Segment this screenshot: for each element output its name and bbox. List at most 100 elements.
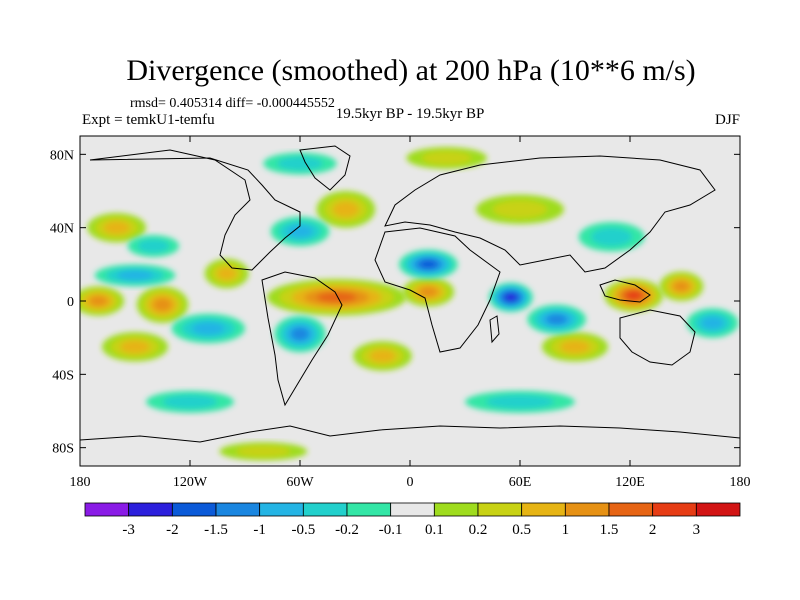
field-feature-south-america-neg xyxy=(274,315,326,353)
colorbar-level-label: -3 xyxy=(122,522,135,538)
field-feature-mexico-pos xyxy=(204,258,249,289)
divergence-field xyxy=(80,147,739,461)
field-feature-southern-pacific-neg xyxy=(146,390,234,413)
colorbar-swatch xyxy=(433,502,479,517)
colorbar-level-label: 1 xyxy=(562,522,570,538)
colorbar-level-label: 1.5 xyxy=(600,522,619,538)
colorbar-level-label: 2 xyxy=(649,522,657,538)
contour-fill xyxy=(236,445,291,457)
colorbar-swatch xyxy=(302,502,348,517)
field-feature-north-pacific-neg xyxy=(127,235,180,257)
colorbar-level-label: -0.1 xyxy=(379,522,403,538)
stats-label: rmsd= 0.405314 diff= -0.000445552 xyxy=(130,96,335,111)
x-tick-label: 180 xyxy=(70,475,91,490)
field-feature-asia-neg xyxy=(578,222,645,252)
colorbar-swatch xyxy=(215,502,261,517)
contour-fill xyxy=(421,151,472,165)
contour-fill xyxy=(591,227,632,246)
contour-fill xyxy=(89,295,108,307)
field-feature-west-pacific-pos xyxy=(659,271,704,302)
coast-australia xyxy=(619,309,696,366)
field-feature-southern-ocean-neg xyxy=(465,390,575,413)
map-panel xyxy=(79,135,741,467)
field-feature-north-africa-neg xyxy=(399,249,458,280)
season-label: DJF xyxy=(715,112,740,128)
field-feature-south-indian-pos xyxy=(542,332,608,362)
colorbar-level-label: -2 xyxy=(166,522,179,538)
contour-fill xyxy=(117,270,153,281)
colorbar-swatch xyxy=(521,502,566,517)
contour-fill xyxy=(287,224,313,238)
colorbar-level-label: -1.5 xyxy=(204,522,228,538)
colorbar-swatch xyxy=(128,502,173,517)
chart-title: Divergence (smoothed) at 200 hPa (10**6 … xyxy=(126,54,695,87)
colorbar-level-label: 3 xyxy=(693,522,701,538)
colorbar-swatch xyxy=(564,502,610,517)
field-feature-gulf-guinea-pos xyxy=(402,277,455,307)
colorbar-level-label: 0.2 xyxy=(469,522,488,538)
field-feature-antarctic-pos xyxy=(219,442,308,461)
field-feature-trop-atlantic-pos xyxy=(266,279,407,316)
coast-south-america xyxy=(261,271,343,407)
contour-fill xyxy=(701,316,724,330)
field-feature-tropical-pacific-neg xyxy=(94,264,176,287)
contour-fill xyxy=(419,286,438,297)
field-feature-eurasia-pos xyxy=(476,194,564,225)
x-tick-label: 180 xyxy=(730,475,751,490)
colorbar-level-label: 0.5 xyxy=(512,522,531,538)
colorbar-level-label: -0.5 xyxy=(291,522,315,538)
x-tick-label: 60E xyxy=(509,475,532,490)
y-tick-label: 80S xyxy=(52,442,74,457)
field-feature-south-pacific-neg xyxy=(171,313,246,344)
colorbar-swatch xyxy=(608,502,654,517)
coastlines xyxy=(80,145,740,443)
field-feature-indian-ocean-neg xyxy=(527,304,586,335)
contour-fill xyxy=(277,156,323,171)
contour-fill xyxy=(332,201,359,218)
contour-fill xyxy=(492,200,548,219)
field-feature-arctic-neg xyxy=(263,152,337,175)
colorbar-swatch xyxy=(84,502,130,517)
contour-fill xyxy=(546,314,567,325)
coast-africa xyxy=(374,227,501,353)
contour-fill xyxy=(162,395,218,409)
x-tick-label: 120E xyxy=(615,475,645,490)
contour-fill xyxy=(120,340,150,354)
colorbar-level-label: 0.1 xyxy=(425,522,444,538)
period-label: 19.5kyr BP - 19.5kyr BP xyxy=(336,106,485,122)
field-feature-north-atlantic-pos xyxy=(316,191,376,228)
field-feature-arctic-pos xyxy=(406,147,487,169)
colorbar-level-label: -1 xyxy=(253,522,266,538)
colorbar: -3 -2 -1.5 -1 -0.5 -0.2 -0.1 0.1 0.2 0.5 1 1.5 2 3 xyxy=(84,502,741,538)
y-tick-label: 40N xyxy=(50,222,74,237)
contour-fill xyxy=(486,395,554,409)
contour-fill xyxy=(673,281,690,292)
contour-fill xyxy=(419,260,437,269)
x-tick-label: 120W xyxy=(173,475,208,490)
coast-maritime-continent xyxy=(599,279,651,303)
field-feature-spcz-neg xyxy=(686,308,739,338)
colorbar-swatch xyxy=(346,502,392,517)
x-tick-label: 0 xyxy=(407,475,414,490)
coast-north-america xyxy=(89,149,301,271)
y-tick-label: 80N xyxy=(50,148,74,163)
contour-fill xyxy=(137,239,170,253)
colorbar-swatch xyxy=(390,502,435,517)
contour-fill xyxy=(560,340,590,354)
contour-fill xyxy=(626,291,641,300)
colorbar-swatch xyxy=(695,502,741,517)
contour-fill xyxy=(192,322,225,335)
y-tick-label: 0 xyxy=(67,295,74,310)
colorbar-swatch xyxy=(652,502,697,517)
contour-fill xyxy=(505,293,517,301)
coast-madagascar xyxy=(489,315,500,344)
contour-fill xyxy=(153,298,172,312)
experiment-label: Expt = temkU1-temfu xyxy=(82,112,215,128)
colorbar-swatch xyxy=(171,502,217,517)
field-feature-north-pacific-pos xyxy=(87,212,146,243)
coast-antarctica xyxy=(80,425,740,443)
contour-fill xyxy=(216,267,237,280)
field-feature-east-pacific-pos xyxy=(136,286,189,323)
coast-greenland xyxy=(299,145,351,191)
